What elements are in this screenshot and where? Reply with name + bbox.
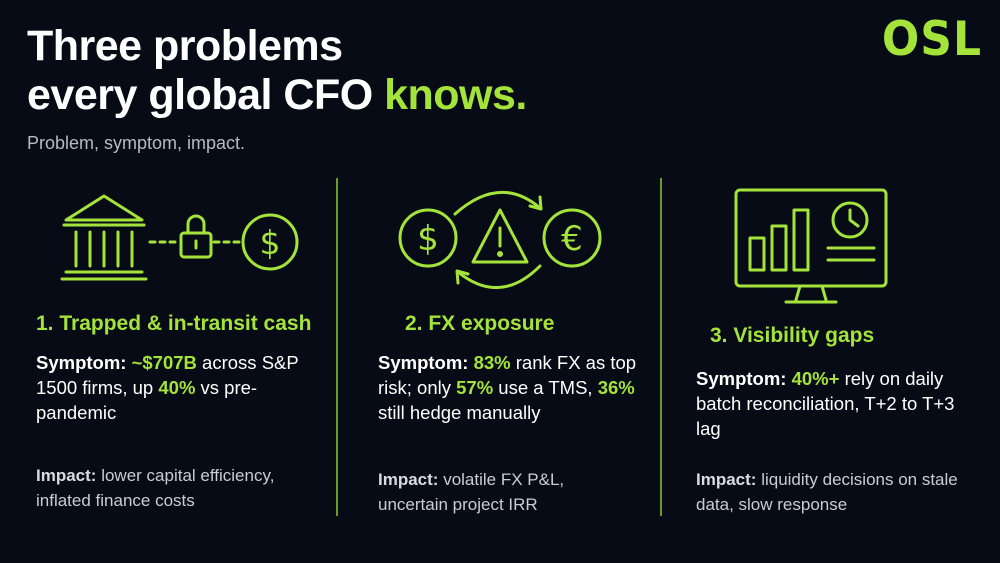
symptom-text: Symptom: ~$707B across S&P 1500 firms, u… — [36, 352, 299, 423]
impact-label: Impact: — [378, 470, 439, 489]
title-accent: knows. — [384, 71, 527, 119]
stat-highlight: 83% — [473, 352, 511, 373]
problem-heading: 3. Visibility gaps — [710, 324, 875, 347]
stat-highlight: 40%+ — [791, 368, 840, 389]
symptom-label: Symptom: — [696, 368, 787, 389]
problem-heading: 1. Trapped & in-transit cash — [36, 312, 312, 335]
svg-text:$: $ — [417, 219, 439, 259]
impact-text: Impact: liquidity decisions on stale dat… — [696, 470, 958, 514]
clock-icon — [831, 201, 869, 239]
column-divider-2 — [660, 178, 662, 516]
lock-icon — [179, 214, 213, 259]
page-subtitle: Problem, symptom, impact. — [27, 133, 246, 153]
dollar-coin-icon: $ — [398, 208, 458, 268]
title-line-2: every global CFO — [27, 71, 385, 119]
bank-lock-dollar-icon-group: $ — [60, 194, 299, 281]
impact-text: Impact: lower capital efficiency, inflat… — [36, 466, 275, 510]
stat-highlight: 57% — [456, 377, 494, 398]
brand-logo: OSL — [881, 12, 982, 68]
symptom-label: Symptom: — [378, 352, 469, 373]
warning-icon — [471, 208, 529, 264]
svg-text:€: € — [561, 219, 583, 259]
impact-label: Impact: — [696, 470, 757, 489]
page-title: Three problems every global CFO knows. — [27, 22, 527, 120]
symptom-text: Symptom: 40%+ rely on daily batch reconc… — [696, 368, 955, 439]
stat-highlight: 36% — [597, 377, 635, 398]
dollar-coin-icon: $ — [241, 213, 299, 271]
impact-label: Impact: — [36, 466, 97, 485]
symptom-label: Symptom: — [36, 352, 127, 373]
title-line-1: Three problems — [27, 22, 343, 70]
stat-highlight: ~$707B — [131, 352, 197, 373]
column-divider-1 — [336, 178, 338, 516]
stat-highlight: 40% — [158, 377, 196, 398]
bank-icon — [60, 194, 148, 281]
symptom-text: Symptom: 83% rank FX as top risk; only 5… — [378, 352, 637, 423]
svg-text:$: $ — [260, 223, 281, 262]
problem-heading: 2. FX exposure — [405, 312, 555, 335]
fx-exposure-icon-group: $ € — [398, 190, 602, 290]
cycle-arrows-icon — [453, 190, 543, 290]
euro-coin-icon: € — [542, 208, 602, 268]
monitor-chart-icon — [734, 188, 888, 304]
impact-text: Impact: volatile FX P&L, uncertain proje… — [378, 470, 565, 514]
